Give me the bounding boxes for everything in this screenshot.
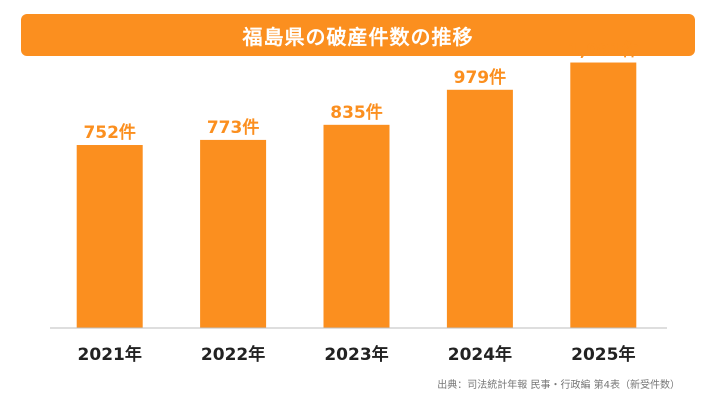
x-tick-label: 2024年 — [448, 344, 512, 365]
bar-2025年 — [570, 62, 637, 328]
x-tick-label: 2025年 — [571, 344, 635, 365]
data-label: 1,091件 — [568, 40, 639, 61]
x-tick-label: 2021年 — [78, 344, 142, 365]
bar-2024年 — [446, 89, 513, 328]
data-label: 835件 — [330, 102, 383, 123]
x-tick-label: 2022年 — [201, 344, 265, 365]
x-tick-labels-group: 2021年 2022年 2023年 2024年 2025年 — [78, 344, 636, 365]
data-label: 979件 — [454, 67, 507, 88]
bar-2022年 — [200, 139, 267, 328]
data-label: 773件 — [207, 117, 260, 138]
source-note: 出典：司法統計年報 民事・行政編 第4表（新受件数） — [437, 380, 680, 391]
title-banner: 福島県の破産件数の推移 — [21, 14, 695, 56]
data-labels-group: 752件 773件 835件 979件 1,091件 — [83, 40, 638, 143]
x-tick-label: 2023年 — [324, 344, 388, 365]
data-label: 752件 — [83, 122, 136, 143]
bar-2023年 — [323, 124, 390, 328]
chart-title: 福島県の破産件数の推移 — [242, 24, 474, 49]
bars-group — [76, 62, 637, 328]
bar-2021年 — [76, 145, 143, 328]
